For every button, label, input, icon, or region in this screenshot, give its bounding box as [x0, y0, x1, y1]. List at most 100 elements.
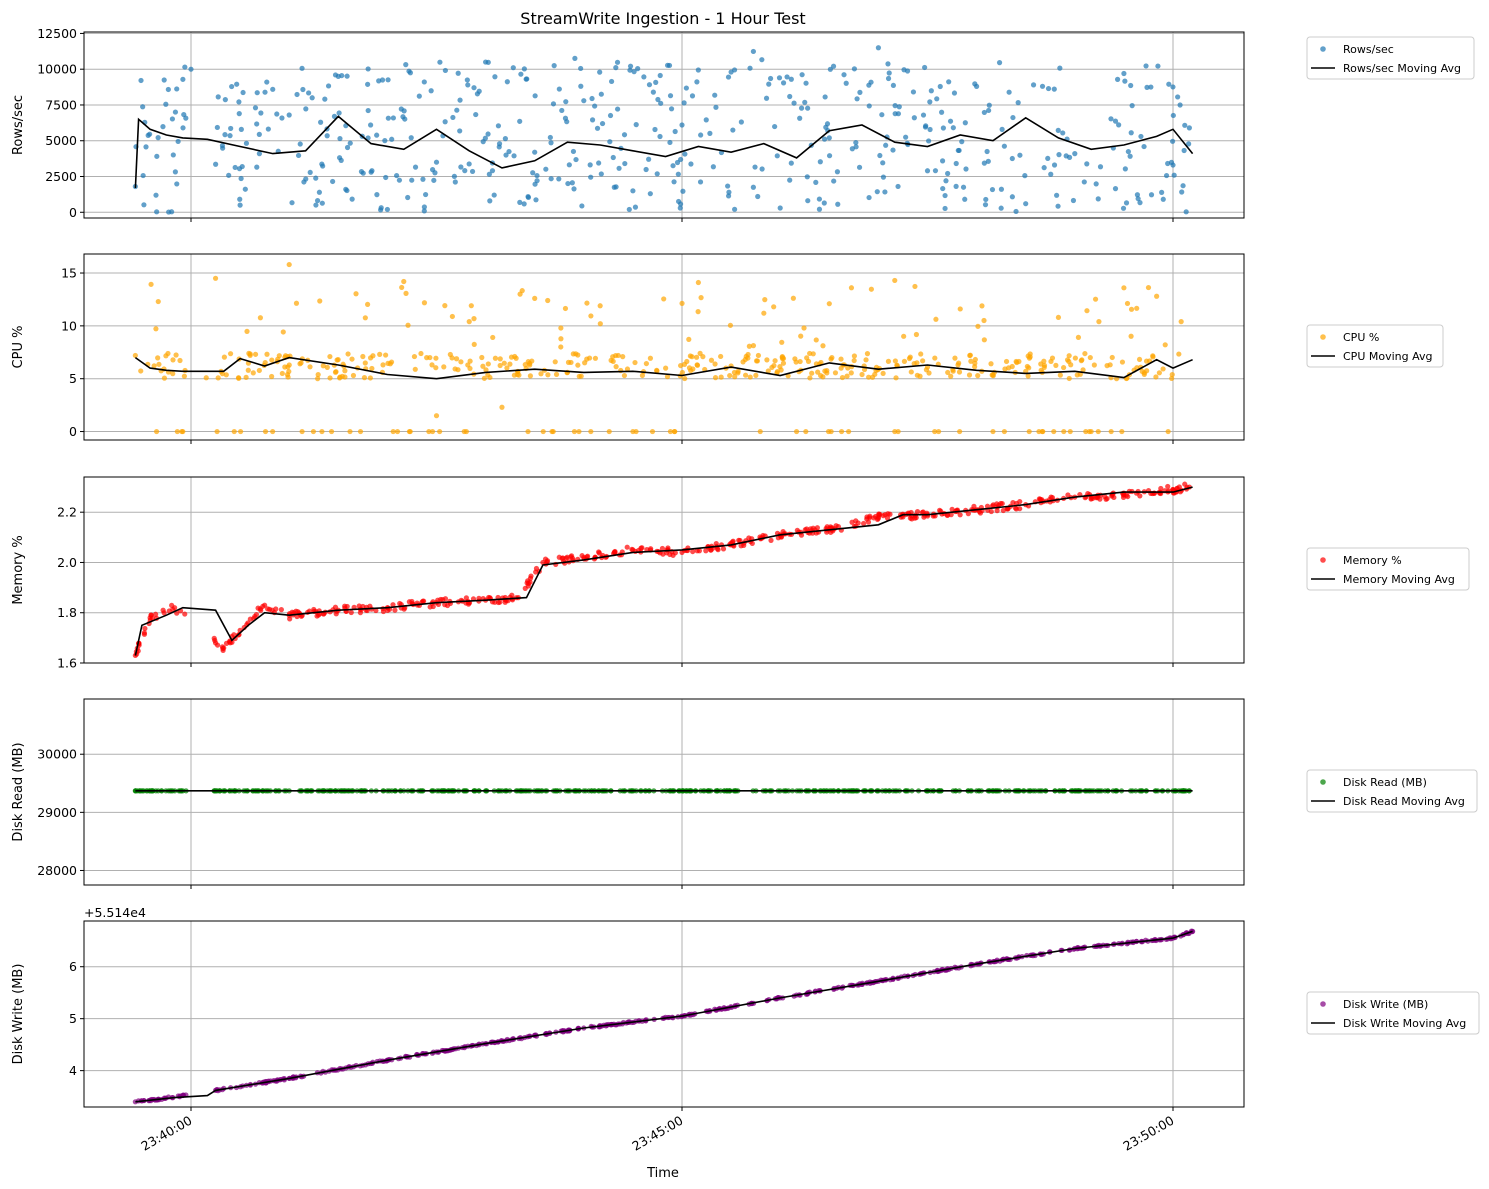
data-point	[508, 354, 515, 360]
data-point	[400, 114, 406, 120]
data-point	[805, 105, 811, 111]
data-point	[365, 107, 371, 114]
legend-box	[1306, 769, 1478, 813]
y-tick-label: 10000	[37, 62, 77, 77]
data-point	[165, 86, 171, 93]
data-point	[1104, 363, 1110, 369]
data-point	[264, 79, 270, 85]
data-point	[763, 95, 770, 101]
data-point	[483, 367, 489, 373]
data-point	[492, 599, 498, 605]
data-point	[337, 135, 343, 142]
data-point	[473, 111, 479, 118]
data-point	[797, 115, 803, 121]
data-point	[853, 139, 859, 146]
data-point	[151, 363, 157, 369]
data-point	[516, 372, 522, 378]
data-point	[703, 117, 709, 123]
data-point	[1039, 428, 1045, 435]
data-point	[788, 160, 794, 166]
data-point	[313, 175, 319, 181]
data-point	[429, 428, 436, 435]
data-point	[606, 428, 612, 435]
data-point	[960, 184, 967, 190]
data-point	[153, 428, 160, 435]
data-point	[984, 503, 991, 509]
data-point	[385, 77, 391, 83]
data-point	[1159, 189, 1165, 195]
data-point	[506, 148, 512, 155]
data-point	[442, 303, 448, 309]
data-point	[525, 428, 531, 435]
data-point	[747, 374, 753, 380]
data-point	[1061, 428, 1067, 435]
data-point	[643, 166, 649, 173]
data-point	[826, 153, 833, 159]
data-point	[764, 357, 770, 363]
data-point	[988, 361, 994, 367]
y-tick-label: 1.8	[57, 605, 77, 620]
data-point	[170, 371, 176, 377]
data-point	[983, 196, 989, 203]
data-point	[280, 329, 286, 335]
data-point	[1009, 194, 1015, 200]
data-point	[303, 106, 309, 112]
data-point	[624, 366, 631, 372]
data-point	[1056, 152, 1062, 158]
data-point	[804, 174, 810, 180]
data-point	[725, 74, 732, 80]
data-point	[1170, 84, 1176, 90]
data-point	[1001, 428, 1007, 435]
data-point	[659, 545, 666, 552]
data-point	[181, 373, 187, 379]
data-point	[624, 544, 630, 550]
data-point	[866, 374, 872, 380]
data-point	[148, 612, 154, 618]
data-point	[390, 428, 396, 435]
data-point	[492, 74, 498, 80]
data-point	[754, 358, 761, 364]
data-point	[998, 186, 1005, 192]
data-point	[237, 202, 243, 208]
data-point	[690, 548, 696, 555]
data-point	[174, 86, 180, 92]
data-point	[380, 362, 386, 368]
data-point	[307, 364, 313, 370]
data-point	[315, 376, 321, 382]
data-point	[654, 368, 660, 374]
data-point	[581, 98, 587, 104]
data-point	[1025, 353, 1031, 359]
data-point	[988, 508, 994, 515]
data-point	[548, 176, 554, 182]
data-point	[1091, 362, 1097, 368]
data-point	[892, 277, 898, 284]
data-point	[213, 161, 219, 167]
data-point	[851, 66, 858, 72]
data-point	[297, 141, 303, 147]
data-point	[791, 100, 797, 106]
data-point	[838, 365, 844, 371]
data-point	[909, 516, 915, 522]
data-point	[779, 339, 785, 345]
data-point	[254, 90, 260, 96]
data-point	[1177, 102, 1183, 108]
y-tick-label: 5	[69, 1011, 77, 1026]
data-point	[262, 428, 269, 435]
data-point	[344, 144, 351, 151]
data-point	[885, 75, 892, 82]
data-point	[856, 164, 863, 170]
x-tick-label: 23:50:00	[1120, 1113, 1176, 1154]
data-point	[518, 71, 524, 77]
data-point	[570, 555, 576, 562]
data-point	[772, 123, 778, 130]
data-point	[627, 67, 633, 73]
data-point	[485, 361, 491, 367]
plot-frame	[83, 920, 1245, 1108]
y-tick-label: 2500	[45, 169, 77, 184]
data-point	[155, 298, 161, 305]
data-point	[579, 553, 585, 559]
data-point	[652, 126, 658, 133]
data-point	[731, 67, 738, 73]
data-point	[154, 153, 160, 159]
